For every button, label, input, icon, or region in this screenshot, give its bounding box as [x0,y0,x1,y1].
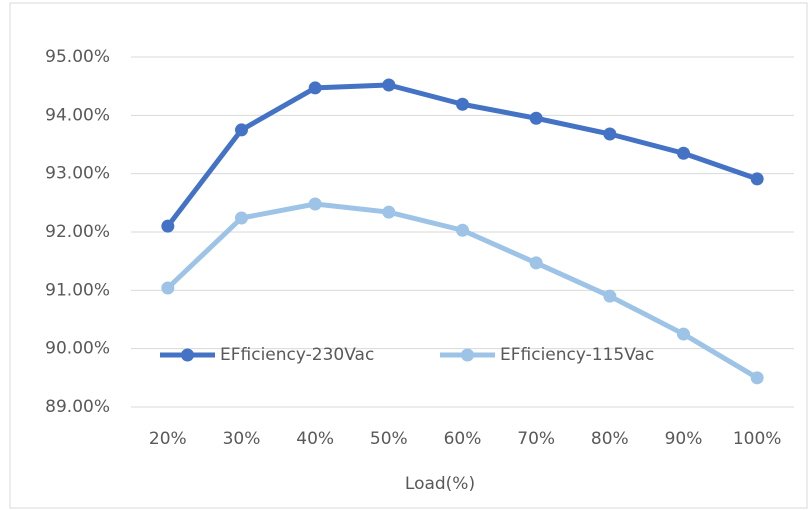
x-tick-label: 80% [591,429,629,449]
x-tick-label: 90% [665,429,703,449]
data-point [603,127,617,141]
data-point [529,256,543,270]
data-point [382,205,396,219]
x-tick-label: 60% [444,429,482,449]
x-tick-label: 70% [517,429,555,449]
y-tick-label: 89.00% [45,397,110,417]
x-tick-label: 30% [223,429,261,449]
data-point [235,211,248,225]
data-point [750,172,764,186]
y-tick-label: 90.00% [45,339,110,359]
y-tick-label: 91.00% [45,280,110,300]
data-point [308,81,322,95]
y-tick-label: 93.00% [45,164,110,184]
legend-marker [461,348,474,362]
x-tick-label: 100% [733,429,782,449]
chart-frame [9,2,808,509]
legend-marker [181,348,194,362]
data-point [677,327,690,341]
data-point [456,97,469,111]
data-point [750,371,764,385]
y-tick-label: 95.00% [45,47,110,67]
legend-label: EFficiency-230Vac [220,345,374,365]
data-point [308,197,322,211]
x-tick-label: 50% [370,429,408,449]
y-tick-label: 92.00% [45,222,110,242]
data-point [161,219,175,233]
data-point [677,146,690,160]
data-point [235,123,248,137]
y-tick-label: 94.00% [45,105,110,125]
x-axis-label: Load(%) [405,474,475,494]
legend-label: EFficiency-115Vac [500,345,654,365]
x-tick-label: 40% [296,429,334,449]
data-point [456,223,469,237]
data-point [382,78,396,92]
data-point [529,111,543,125]
x-tick-label: 20% [149,429,187,449]
data-point [161,281,175,295]
data-point [603,289,617,303]
